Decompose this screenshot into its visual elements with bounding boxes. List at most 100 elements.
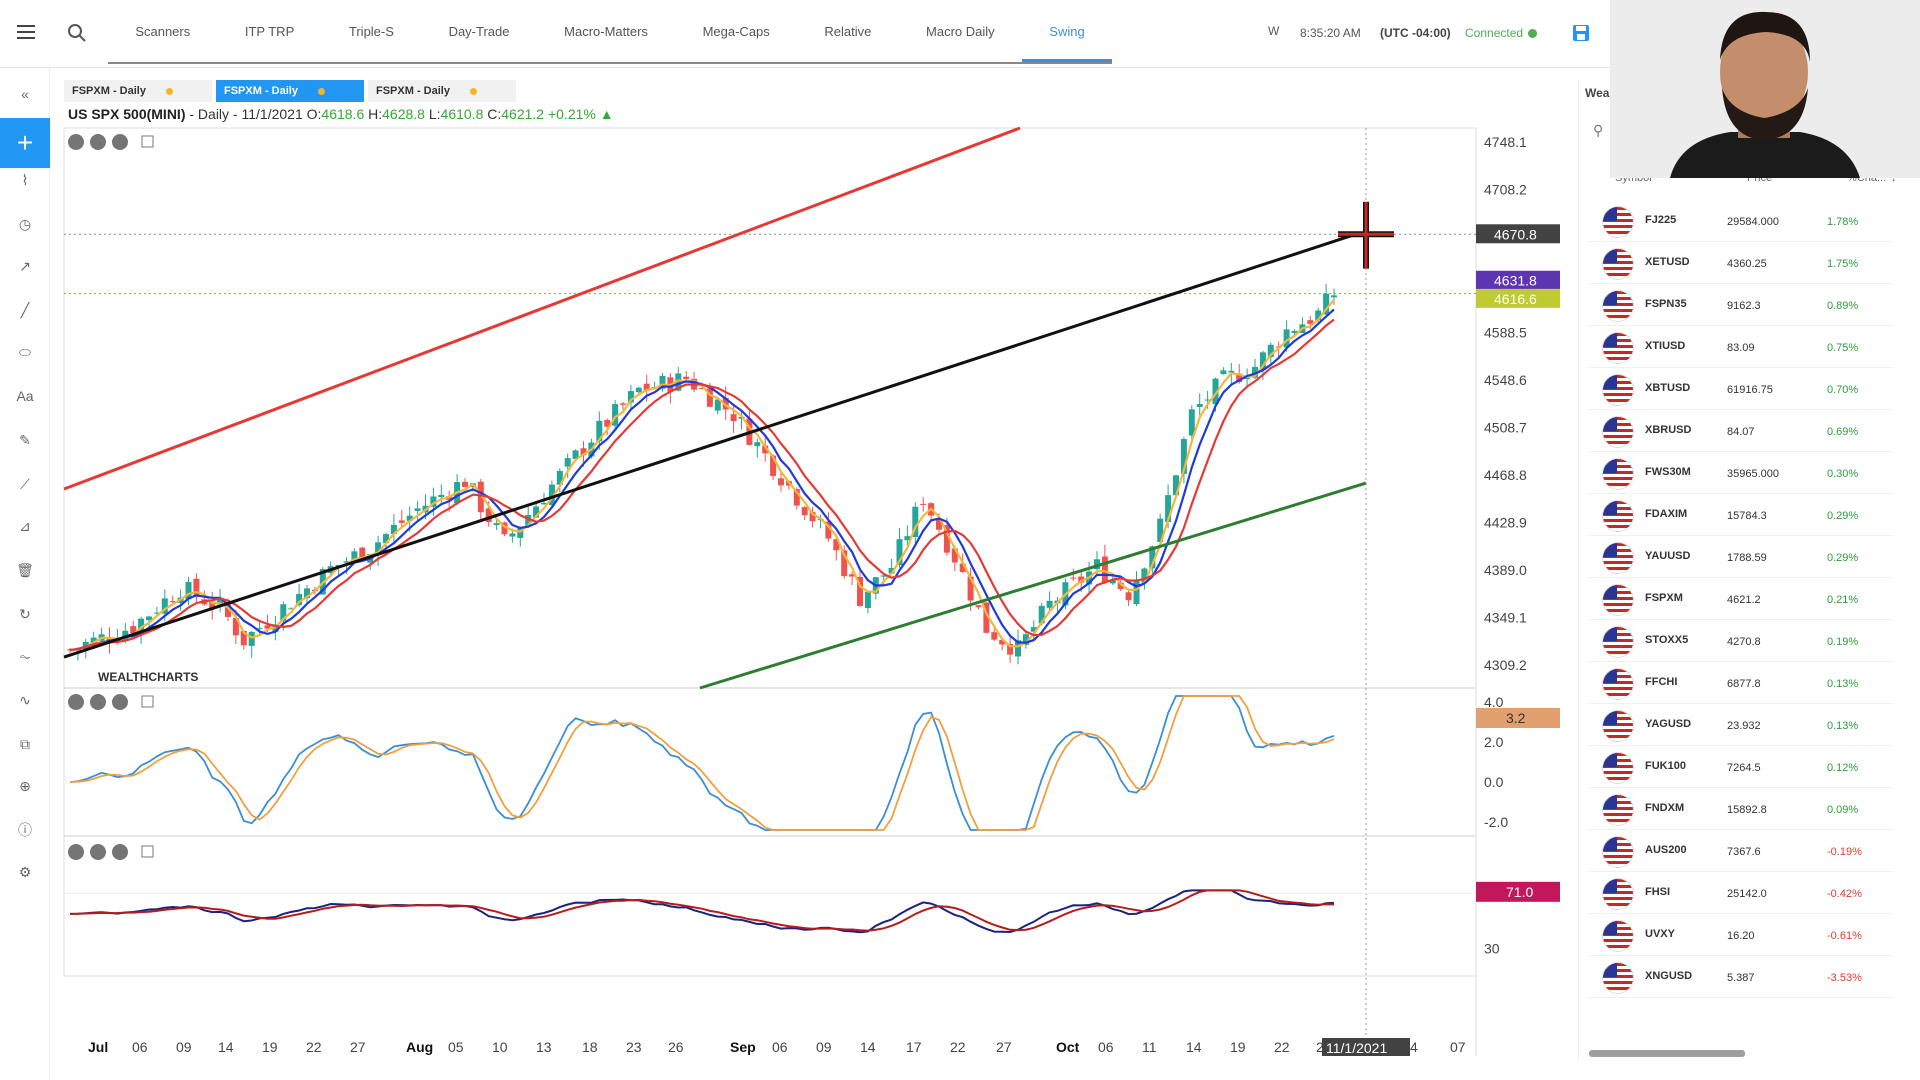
- watchlist-row[interactable]: FDAXIM 15784.3 0.29%: [1589, 494, 1893, 536]
- tab-swing[interactable]: Swing: [1021, 0, 1113, 62]
- row-price: 5.387: [1727, 972, 1755, 984]
- tab-macro-daily[interactable]: Macro Daily: [926, 24, 995, 39]
- pencil-icon[interactable]: ✎: [19, 431, 31, 448]
- candle-body: [485, 508, 492, 523]
- candle-body: [1078, 576, 1085, 583]
- candle-body: [1165, 495, 1172, 523]
- tab-triple-s[interactable]: Triple-S: [348, 24, 394, 39]
- price-chart[interactable]: 4748.1 4708.2 4588.5 4548.6 4508.7 4468.8 4428…: [60, 126, 1565, 1080]
- watchlist-row[interactable]: FSPXM 4621.2 0.21%: [1589, 578, 1893, 620]
- price-tick-label: 4428.9: [1484, 515, 1527, 531]
- indicator-icon[interactable]: ⏦: [19, 647, 31, 664]
- layers-icon[interactable]: ⧉: [20, 735, 30, 752]
- candle-body: [1109, 580, 1116, 584]
- chart-tab-0[interactable]: FSPXM - Daily: [64, 80, 212, 102]
- watchlist-row[interactable]: FUK100 7264.5 0.12%: [1589, 746, 1893, 788]
- x-tick-label: Jul: [88, 1039, 108, 1055]
- x-tick-label: 06: [1098, 1039, 1114, 1055]
- osc1-fast-line: [69, 695, 1335, 831]
- candle-body: [169, 601, 176, 603]
- watchlist-row[interactable]: XBRUSD 84.07 0.69%: [1589, 410, 1893, 452]
- pattern-icon[interactable]: ∿: [19, 691, 31, 708]
- ruler-icon[interactable]: ⟋: [20, 475, 30, 492]
- line-tool-icon[interactable]: ╱: [20, 301, 30, 318]
- watchlist-row[interactable]: FSPN35 9162.3 0.89%: [1589, 284, 1893, 326]
- add-icon[interactable]: +: [0, 118, 50, 168]
- row-change: 0.89%: [1827, 300, 1859, 312]
- horizontal-scrollbar[interactable]: [1589, 1050, 1745, 1057]
- sort-arrow-icon[interactable]: ↓: [1891, 172, 1897, 184]
- low-value: 4610.8: [440, 106, 484, 122]
- candle-body: [1283, 329, 1290, 348]
- pin-icon[interactable]: ⚲: [1593, 122, 1604, 138]
- tab-day-trade[interactable]: Day-Trade: [448, 24, 510, 39]
- row-price: 29584.000: [1727, 216, 1779, 228]
- symbol-name[interactable]: US SPX 500(MINI): [68, 106, 186, 122]
- timezone[interactable]: (UTC -04:00): [1380, 26, 1451, 40]
- tab-scanners[interactable]: Scanners: [135, 24, 191, 39]
- tab-overflow[interactable]: W: [1268, 24, 1280, 38]
- row-price: 25142.0: [1727, 888, 1767, 900]
- collapse-icon[interactable]: «: [21, 86, 29, 102]
- watchlist-row[interactable]: XBTUSD 61916.75 0.70%: [1589, 368, 1893, 410]
- x-tick-label: 14: [1186, 1039, 1202, 1055]
- trash-icon[interactable]: 🗑: [16, 561, 34, 578]
- price-marker-label: 4631.8: [1494, 273, 1537, 289]
- candle-body: [1212, 378, 1219, 405]
- price-marker: [1476, 270, 1560, 290]
- save-icon[interactable]: [1572, 24, 1590, 42]
- crosshair-icon[interactable]: ⊕: [19, 777, 31, 794]
- candle-body: [967, 576, 974, 601]
- watchlist-row[interactable]: FFCHI 6877.8 0.13%: [1589, 662, 1893, 704]
- us-flag-icon: [1603, 963, 1633, 993]
- watchlist-row[interactable]: FHSI 25142.0 -0.42%: [1589, 872, 1893, 914]
- chart-tab-2[interactable]: FSPXM - Daily: [368, 80, 516, 102]
- candle-body: [825, 521, 832, 539]
- x-tick-label: 4: [1410, 1039, 1418, 1055]
- connection-dot-icon: [1528, 29, 1537, 38]
- watchlist-row[interactable]: STOXX5 4270.8 0.19%: [1589, 620, 1893, 662]
- watchlist-row[interactable]: FNDXM 15892.8 0.09%: [1589, 788, 1893, 830]
- tab-macro-matters[interactable]: Macro-Matters: [564, 24, 648, 39]
- trend-icon[interactable]: ↗: [19, 257, 31, 274]
- row-symbol: FSPN35: [1645, 298, 1687, 310]
- us-flag-icon: [1603, 249, 1633, 279]
- settings-icon[interactable]: ⚙: [18, 863, 32, 880]
- refresh-icon[interactable]: ↻: [19, 605, 31, 622]
- chart-tab-1[interactable]: FSPXM - Daily: [216, 80, 364, 102]
- watchlist-row[interactable]: UVXY 16.20 -0.61%: [1589, 914, 1893, 956]
- watchlist-row[interactable]: AUS200 7367.6 -0.19%: [1589, 830, 1893, 872]
- chart-area[interactable]: 4748.1 4708.2 4588.5 4548.6 4508.7 4468.8 4428…: [60, 126, 1565, 1080]
- row-price: 7264.5: [1727, 762, 1761, 774]
- hamburger-menu-icon[interactable]: [14, 20, 38, 44]
- expand-pane-icon: [112, 134, 128, 150]
- shapes-icon[interactable]: ⬭: [19, 343, 31, 360]
- x-tick-label: Oct: [1056, 1039, 1080, 1055]
- watchlist-row[interactable]: XETUSD 4360.25 1.75%: [1589, 242, 1893, 284]
- fib-icon[interactable]: ⊿: [19, 517, 31, 534]
- tab-mega-caps[interactable]: Mega-Caps: [702, 24, 770, 39]
- watchlist-row[interactable]: YAGUSD 23.932 0.13%: [1589, 704, 1893, 746]
- info-icon[interactable]: ⓘ: [18, 822, 32, 838]
- row-symbol: XBTUSD: [1645, 382, 1691, 394]
- candle-body: [288, 608, 295, 610]
- watchlist-row[interactable]: FWS30M 35965.000 0.30%: [1589, 452, 1893, 494]
- candle-body: [375, 542, 382, 556]
- us-flag-icon: [1603, 879, 1633, 909]
- tab-itp-trp[interactable]: ITP TRP: [244, 24, 295, 39]
- tab-relative[interactable]: Relative: [824, 24, 872, 39]
- candle-body: [406, 515, 413, 521]
- candle-body: [778, 478, 784, 486]
- text-tool-icon[interactable]: Aa: [16, 388, 34, 404]
- watchlist-row[interactable]: FJ225 29584.000 1.78%: [1589, 200, 1893, 242]
- clock-icon[interactable]: ◷: [18, 215, 32, 232]
- candle-body: [564, 458, 571, 467]
- watchlist-row[interactable]: XTIUSD 83.09 0.75%: [1589, 326, 1893, 368]
- candle-body: [122, 630, 129, 640]
- watchlist-row[interactable]: XNGUSD 5.387 -3.53%: [1589, 956, 1893, 998]
- chart-type-icon[interactable]: ⌇: [21, 171, 29, 188]
- watchlist-row[interactable]: YAUUSD 1788.59 0.29%: [1589, 536, 1893, 578]
- search-icon[interactable]: [66, 22, 88, 44]
- x-tick-label: 14: [860, 1039, 876, 1055]
